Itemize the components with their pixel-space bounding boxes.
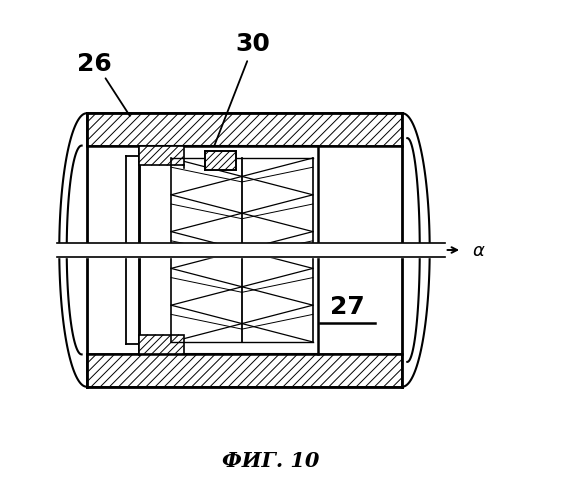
Polygon shape (59, 114, 87, 386)
Text: 26: 26 (77, 52, 111, 76)
Polygon shape (87, 146, 139, 354)
Polygon shape (87, 114, 403, 146)
Polygon shape (87, 354, 403, 386)
Polygon shape (318, 146, 403, 354)
Text: $\alpha$: $\alpha$ (472, 242, 485, 260)
Text: ФИГ. 10: ФИГ. 10 (222, 452, 319, 471)
Text: 27: 27 (330, 295, 365, 319)
Polygon shape (139, 334, 183, 354)
Polygon shape (139, 146, 183, 166)
Polygon shape (205, 150, 236, 171)
Polygon shape (171, 158, 313, 342)
Text: 30: 30 (236, 32, 271, 56)
Polygon shape (403, 114, 430, 386)
